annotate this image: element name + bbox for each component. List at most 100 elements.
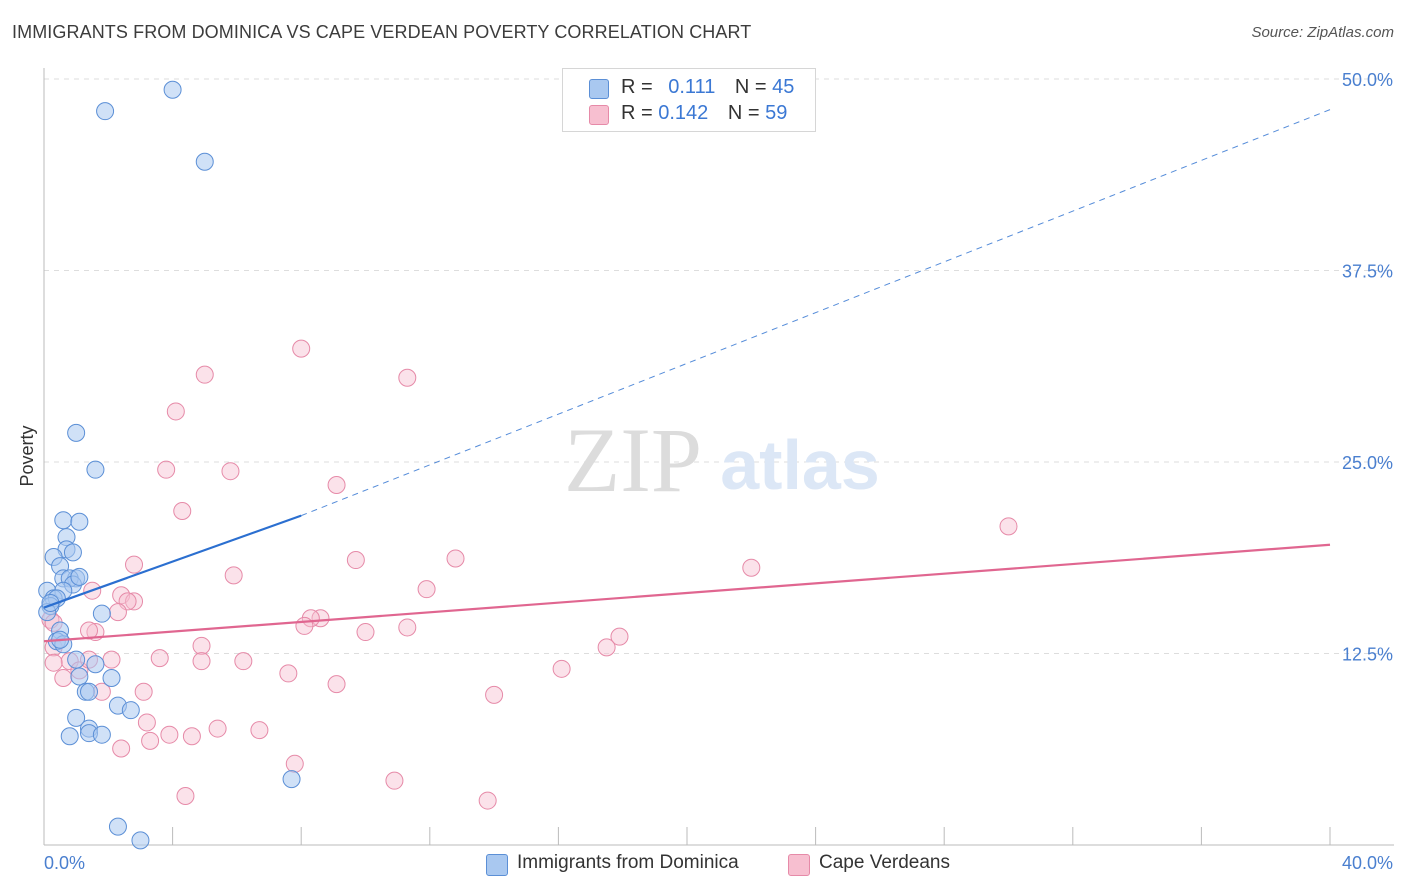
cape-verdeans-point <box>552 659 571 678</box>
cape-verdeans-point <box>327 675 346 694</box>
r-value: 0.111 <box>668 76 716 98</box>
legend-label: Immigrants from Dominica <box>517 852 739 873</box>
cape-verdeans-point <box>597 638 616 657</box>
cape-verdeans-point <box>182 727 201 746</box>
dominica-point <box>70 512 89 531</box>
cape-verdeans-point <box>112 739 131 758</box>
trend-lines <box>43 109 1331 643</box>
dominica-point <box>92 725 111 744</box>
dominica-point <box>121 701 140 720</box>
dominica-point <box>80 682 99 701</box>
dominica-point <box>67 650 86 669</box>
cape-verdeans-point <box>157 460 176 479</box>
dominica-swatch <box>486 854 508 876</box>
cape-verdeans-point <box>279 664 298 683</box>
cape-verdeans-point <box>295 616 314 635</box>
source-note: Source: ZipAtlas.com <box>1251 24 1394 41</box>
cape-verdeans-point <box>446 549 465 568</box>
axes <box>43 68 1394 846</box>
cape-verdeans-point <box>80 621 99 640</box>
dominica-point <box>63 543 82 562</box>
cape-verdeans-point <box>234 652 253 671</box>
cape-verdeans-point <box>999 517 1018 536</box>
r-label: R = <box>621 102 653 124</box>
cape-verdeans-point <box>742 558 761 577</box>
correlation-legend: R = 0.111 N = 45 R = 0.142 N = 59 <box>562 68 816 132</box>
series-legend: Immigrants from Dominica Cape Verdeans <box>0 852 1406 878</box>
r-value: 0.142 <box>658 102 709 124</box>
watermark-atlas: atlas <box>720 426 880 504</box>
cape-verdeans-point <box>327 475 346 494</box>
cape-verdeans-point <box>478 791 497 810</box>
cape-verdeans-point <box>102 650 121 669</box>
dominica-point <box>195 152 214 171</box>
cape-verdeans-point <box>208 719 227 738</box>
cape-verdeans-point <box>192 636 211 655</box>
dominica-point <box>86 460 105 479</box>
dominica-point <box>54 511 73 530</box>
dominica-point <box>67 423 86 442</box>
cape-verdeans-point <box>134 682 153 701</box>
dominica-trend-extension <box>301 109 1331 517</box>
n-label: N = <box>727 102 760 124</box>
dominica-point <box>282 770 301 789</box>
dominica-point <box>86 655 105 674</box>
cape-verdeans-point <box>417 580 436 599</box>
cape-verdeans-point <box>292 339 311 358</box>
cape-verdeans-point <box>485 685 504 704</box>
cape-verdeans-point <box>398 368 417 387</box>
cape-verdeans-point <box>44 653 63 672</box>
n-value: 45 <box>772 76 795 98</box>
dominica-point <box>70 567 89 586</box>
cape-verdeans-point <box>250 721 269 740</box>
dominica-point <box>92 604 111 623</box>
cape-verdeans-point <box>166 402 185 421</box>
y-tick-label: 12.5% <box>1342 645 1393 665</box>
watermark-zip: ZIP <box>564 409 702 511</box>
chart-title: IMMIGRANTS FROM DOMINICA VS CAPE VERDEAN… <box>12 22 752 42</box>
gridlines <box>44 78 1394 654</box>
dominica-point <box>131 831 150 850</box>
dominica-point <box>102 669 121 688</box>
cape-verdeans-points <box>41 339 1018 810</box>
tick-labels: 12.5% 25.0% 37.5% 50.0% 0.0% 40.0% <box>44 70 1393 873</box>
cape-verdeans-point <box>398 618 417 637</box>
y-axis-label: Poverty <box>17 425 37 486</box>
cape-verdeans-point <box>141 731 160 750</box>
dominica-trend-line <box>43 514 302 609</box>
cape-verdeans-point <box>385 771 404 790</box>
cape-verdeans-point <box>54 669 73 688</box>
dominica-point <box>60 727 79 746</box>
cape-verdeans-swatch <box>788 854 810 876</box>
cape-verdeans-point <box>125 592 144 611</box>
cape-verdeans-point <box>356 623 375 642</box>
cape-verdeans-point <box>221 462 240 481</box>
n-label: N = <box>734 76 767 98</box>
dominica-point <box>70 667 89 686</box>
cape-verdeans-point <box>173 502 192 521</box>
cape-verdeans-point <box>346 551 365 570</box>
dominica-swatch <box>589 79 609 99</box>
cape-verdeans-swatch <box>589 105 609 125</box>
cape-verdeans-point <box>176 786 195 805</box>
cape-verdeans-point <box>192 652 211 671</box>
legend-label: Cape Verdeans <box>819 852 950 873</box>
watermark: ZIP atlas <box>564 409 880 511</box>
dominica-point <box>163 80 182 99</box>
cape-verdeans-point <box>137 713 156 732</box>
x-tick-label: 40.0% <box>1342 853 1393 873</box>
cape-verdeans-point <box>125 555 144 574</box>
cape-verdeans-point <box>311 609 330 628</box>
cape-verdeans-point <box>150 649 169 668</box>
dominica-point <box>67 708 86 727</box>
x-tick-label: 0.0% <box>44 853 85 873</box>
cape-verdeans-trend-line <box>43 543 1331 643</box>
cape-verdeans-point <box>224 566 243 585</box>
y-tick-label: 50.0% <box>1342 70 1393 90</box>
cape-verdeans-point <box>610 627 629 646</box>
dominica-point <box>96 102 115 121</box>
cape-verdeans-point <box>160 725 179 744</box>
y-tick-label: 25.0% <box>1342 453 1393 473</box>
cape-verdeans-point <box>195 365 214 384</box>
